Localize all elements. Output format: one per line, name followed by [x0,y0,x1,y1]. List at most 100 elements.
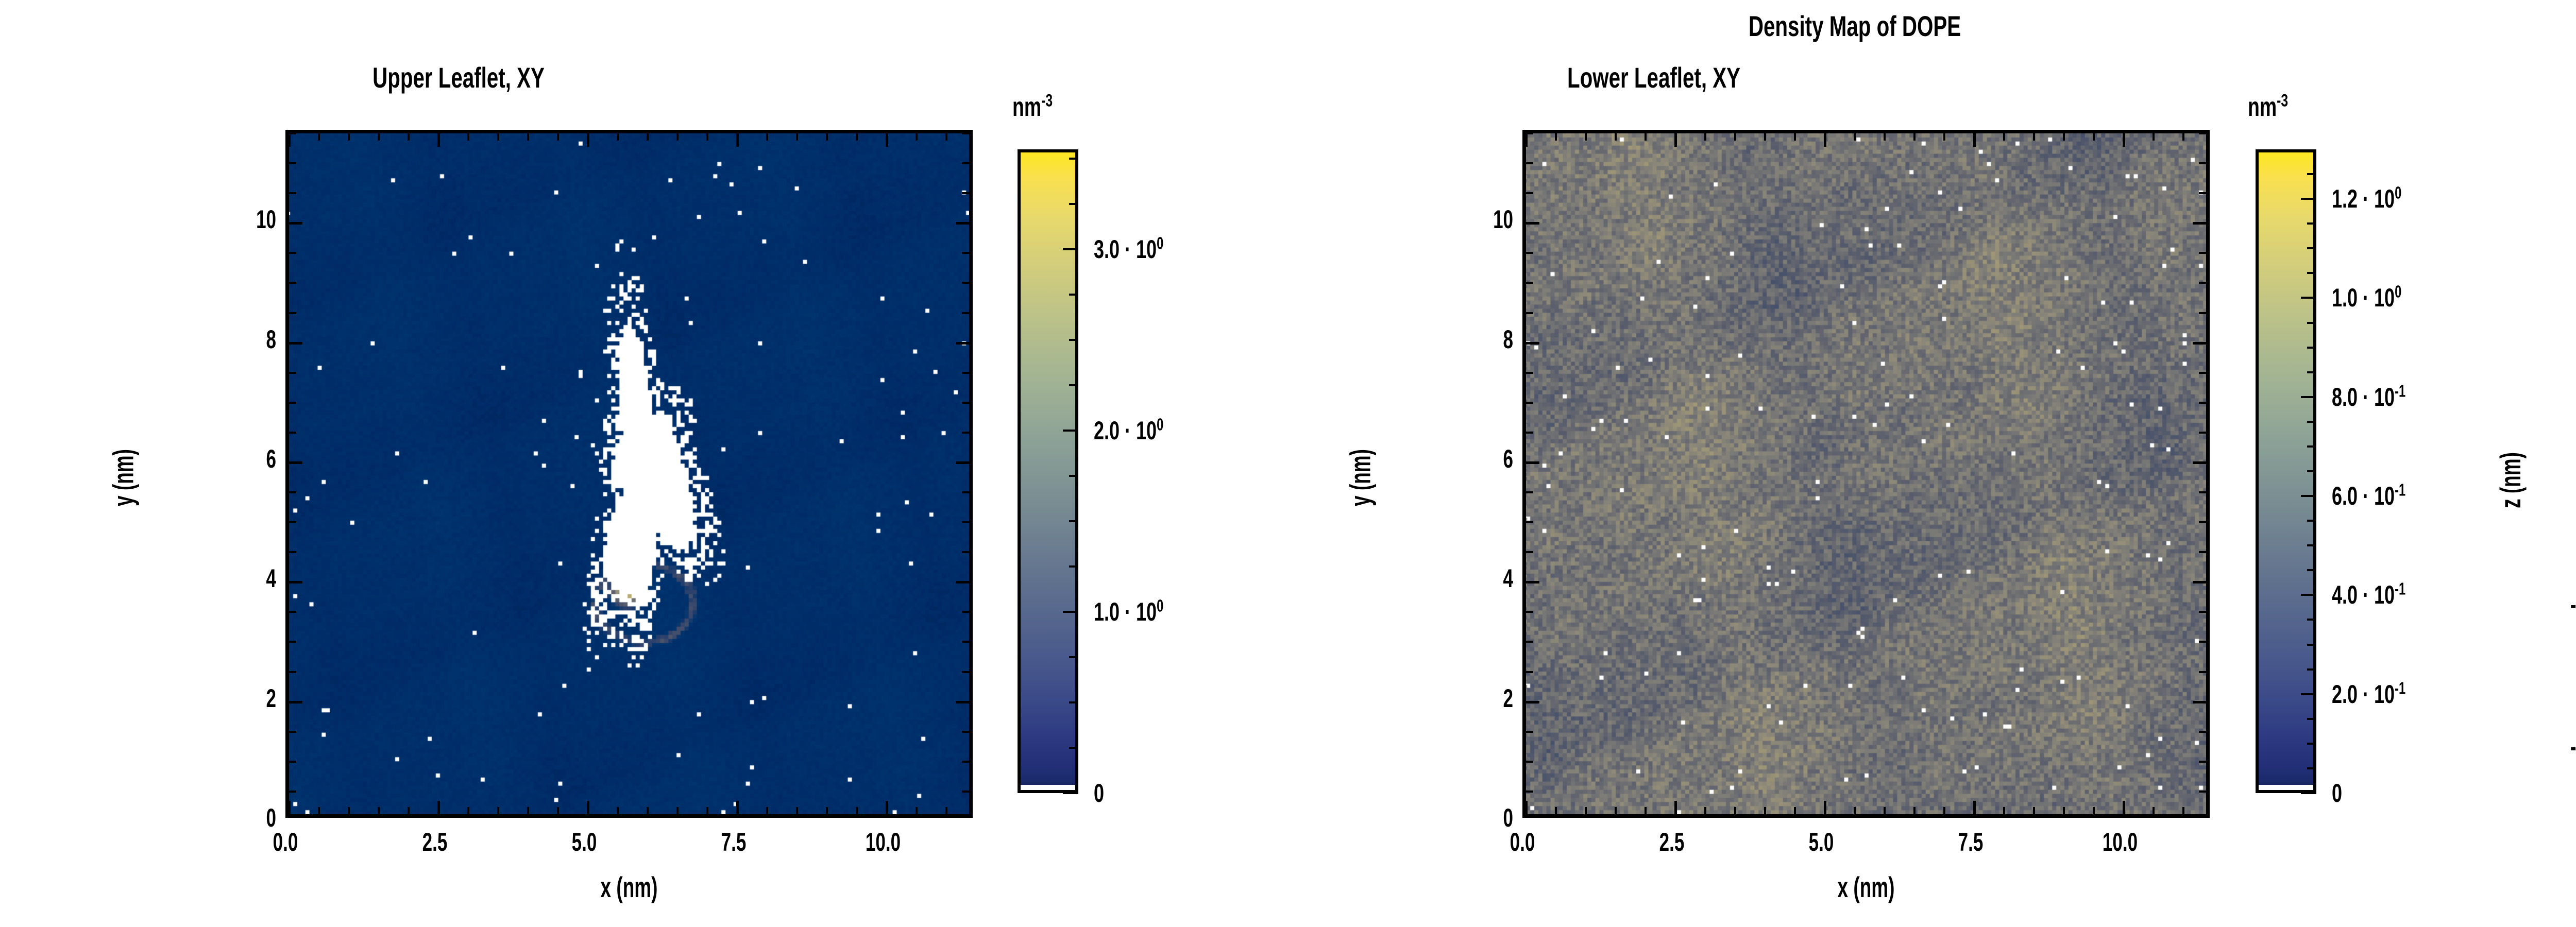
xtick-minor [2093,133,2095,141]
ytick-minor [2199,431,2206,434]
ytick-minor [2199,133,2206,134]
xtick-minor [676,133,679,141]
ytick-minor [289,192,296,195]
ytick-label: -4 [2570,732,2576,762]
ytick-minor [2199,790,2206,793]
colorbar-tick-minor [2307,470,2316,472]
colorbar-tick [2301,792,2316,794]
ytick-label: -2 [2570,590,2576,620]
ytick-major [1526,700,1539,703]
xtick-minor [706,807,708,814]
colorbar-tick-minor [2307,717,2316,720]
colorbar-tick [2301,693,2316,695]
axes-upper-leaflet-xy [285,130,973,818]
ytick-label: 2 [1503,683,1513,713]
xtick-label: 5.0 [1808,828,1834,856]
colorbar-tick-minor [1069,656,1078,658]
ytick-minor [962,551,969,554]
ytick-minor [289,282,296,284]
xtick-minor [766,807,768,814]
xtick-minor [647,807,649,814]
colorbar-tick [2301,297,2316,299]
colorbar-tick [2301,396,2316,398]
xtick-major [437,133,440,147]
colorbar-tick [1063,429,1078,432]
ytick-minor [962,162,969,165]
colorbar-tick [1063,248,1078,250]
xtick-minor [318,133,320,141]
xtick-minor [348,807,350,814]
xtick-minor [826,133,828,141]
xtick-minor [796,807,798,814]
xtick-minor [1764,133,1766,141]
xtick-minor [1645,133,1647,141]
colorbar-tick-minor [2307,619,2316,621]
ytick-minor [962,401,969,404]
xtick-minor [856,133,858,141]
panel-title-transversal: Transversal View, YZ [2468,61,2576,94]
ytick-major [289,341,302,345]
ytick-minor [289,491,296,494]
xtick-major [1674,133,1677,147]
xtick-minor [1704,807,1706,814]
ytick-minor [2199,371,2206,374]
xtick-minor [796,133,798,141]
ytick-minor [1526,252,1533,254]
ytick-minor [962,730,969,733]
xtick-minor [2033,807,2035,814]
colorbar-unit-2: nm-3 [2248,91,2289,122]
xtick-minor [1734,807,1736,814]
ytick-major [956,461,969,464]
ytick-minor [1526,491,1533,494]
xtick-label: 7.5 [1958,828,1984,856]
ytick-minor [289,312,296,314]
ytick-minor [289,401,296,404]
colorbar-tick [1063,610,1078,613]
xtick-minor [408,133,410,141]
ytick-minor [2199,162,2206,165]
ytick-minor [962,671,969,673]
xtick-minor [2003,807,2005,814]
colorbar-tick-minor [2307,668,2316,671]
ytick-major [956,222,969,225]
ytick-minor [1526,282,1533,284]
axes-ticklayer-2 [1522,130,2210,818]
xtick-minor [647,133,649,141]
panel-transversal-view-yz: Transversal View, YZ y (nm) z (nm) nm-3 … [2473,0,2576,927]
panel-lower-leaflet-xy: Lower Leaflet, XY x (nm) y (nm) nm-3 0 2.… [1236,0,2473,927]
xtick-minor [1854,807,1856,814]
xtick-minor [916,807,918,814]
ytick-label: 10 [256,205,276,234]
ytick-minor [962,760,969,763]
xtick-label: 5.0 [571,828,597,856]
xtick-major [437,801,440,814]
colorbar-tick-minor [2307,371,2316,373]
ytick-minor [962,641,969,643]
colorbar-tick-minor [2307,321,2316,324]
ylabel-upper-leaflet: y (nm) [107,449,140,506]
xtick-minor [617,133,619,141]
ytick-minor [2199,760,2206,763]
ytick-minor [289,162,296,165]
ytick-minor [1526,192,1533,195]
xtick-major [2123,133,2125,147]
xtick-major [587,133,589,147]
xtick-major [587,801,589,814]
ytick-minor [289,671,296,673]
colorbar-tick-minor [2307,569,2316,572]
ytick-minor [2199,671,2206,673]
colorbar-tick-minor [2307,272,2316,274]
xtick-major [1973,801,1976,814]
xtick-label: 10.0 [2102,828,2138,856]
colorbar-tick-label: 8.0 · 10-1 [2332,381,2406,411]
ytick-minor [1526,371,1533,374]
ytick-minor [962,521,969,524]
ytick-minor [2199,192,2206,195]
ytick-minor [962,611,969,613]
xtick-minor [1585,807,1587,814]
xtick-minor [2153,807,2155,814]
ytick-minor [289,431,296,434]
ytick-minor [2199,551,2206,554]
xtick-minor [945,133,947,141]
xtick-minor [318,807,320,814]
